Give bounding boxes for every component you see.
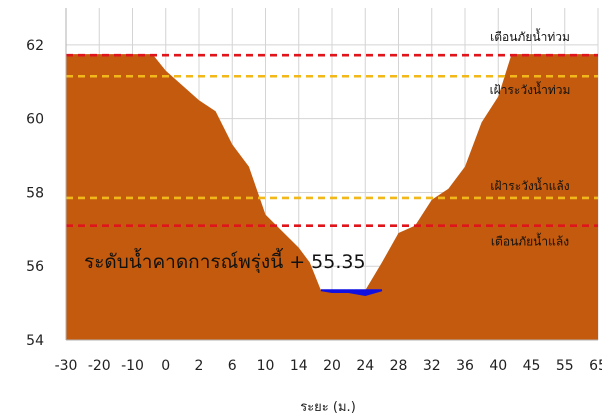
y-tick-label: 58 xyxy=(26,185,44,201)
x-tick-label: -20 xyxy=(88,358,111,374)
y-tick-label: 54 xyxy=(26,333,44,349)
x-tick-label: 55 xyxy=(556,358,574,374)
axes: 54 56 58 60 62 -30 -20 -10 0 2 6 10 14 20 24 28 32 36 40 45… xyxy=(26,8,602,374)
x-tick-label: 36 xyxy=(456,358,474,374)
forecast-annotation: ระดับน้ำคาดการณ์พรุ่งนี้ + 55.35 xyxy=(84,248,366,274)
x-tick-label: -30 xyxy=(55,358,78,374)
reference-line-label: เตือนภัยน้ำแล้ง xyxy=(491,233,569,249)
forecast-water-level xyxy=(320,289,383,297)
x-tick-label: 14 xyxy=(290,358,308,374)
y-tick-label: 62 xyxy=(26,38,44,54)
reference-line-label: เฝ้าระวังน้ำแล้ง xyxy=(490,177,569,193)
x-tick-label: 65 xyxy=(589,358,602,374)
labels: เตือนภัยน้ำท่วมเฝ้าระวังน้ำท่วมเฝ้าระวัง… xyxy=(490,28,571,248)
x-tick-label: 20 xyxy=(323,358,341,374)
x-tick-label: 6 xyxy=(228,358,237,374)
y-tick-label: 56 xyxy=(26,259,44,275)
y-tick-label: 60 xyxy=(26,112,44,128)
cross-section-area xyxy=(66,54,598,340)
x-tick-label: 28 xyxy=(390,358,408,374)
cross-section-fill xyxy=(66,54,598,340)
reference-line-label: เฝ้าระวังน้ำท่วม xyxy=(490,81,571,97)
x-tick-label: 32 xyxy=(423,358,441,374)
x-tick-label: 10 xyxy=(257,358,275,374)
x-tick-label: 2 xyxy=(195,358,204,374)
x-tick-label: -10 xyxy=(121,358,144,374)
x-tick-label: 45 xyxy=(523,358,541,374)
x-tick-label: 0 xyxy=(161,358,170,374)
reference-line-label: เตือนภัยน้ำท่วม xyxy=(490,28,570,44)
x-tick-label: 40 xyxy=(489,358,507,374)
x-tick-label: 24 xyxy=(356,358,374,374)
reference-lines xyxy=(66,53,598,227)
x-axis-label: ระยะ (ม.) xyxy=(300,400,356,415)
water-area xyxy=(320,289,383,297)
